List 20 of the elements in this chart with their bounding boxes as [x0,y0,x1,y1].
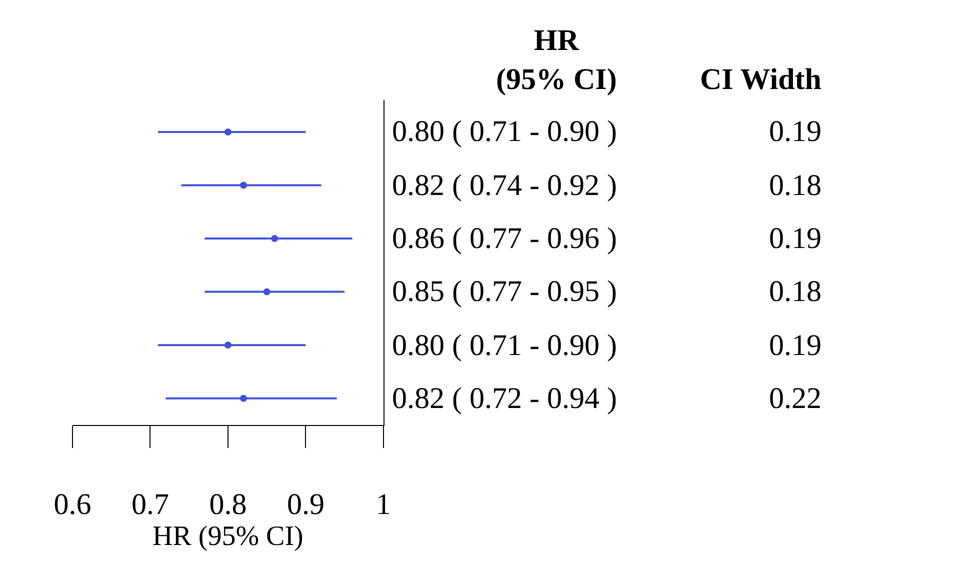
data-label: 0.82 ( 0.72 - 0.94 ) [392,382,617,415]
x-tick-label: 0.7 [131,488,169,521]
text: 0.18 [769,275,822,308]
data-label: 0.80 ( 0.71 - 0.90 ) [392,329,617,362]
data-label: 0.85 ( 0.77 - 0.95 ) [392,275,617,308]
x-axis-title: HR (95% CI) [152,521,304,552]
text: 0.19 [769,329,822,362]
text: 0.18 [769,169,822,202]
text: 0.19 [769,115,822,148]
text: CI Width [700,63,822,96]
text: 0.19 [769,222,822,255]
x-tick-label: 0.6 [54,488,92,521]
x-tick-label: 0.8 [209,488,247,521]
data-label: 0.86 ( 0.77 - 0.96 ) [392,222,617,255]
x-tick-label: 0.9 [286,488,324,521]
text: HR (95% CI) [496,24,617,96]
x-tick-label: 1 [376,488,391,521]
data-label: 0.80 ( 0.71 - 0.90 ) [392,115,617,148]
data-label: 0.82 ( 0.74 - 0.92 ) [392,169,617,202]
text: 0.22 [769,382,822,415]
